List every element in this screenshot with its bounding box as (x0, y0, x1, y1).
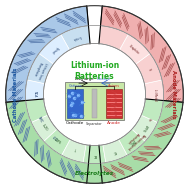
Wedge shape (119, 34, 150, 64)
Wedge shape (39, 34, 70, 64)
Text: IL: IL (73, 149, 77, 154)
Text: Cations: Cations (68, 84, 82, 88)
Wedge shape (27, 53, 53, 84)
Wedge shape (44, 129, 70, 155)
Wedge shape (39, 125, 70, 155)
Text: LGPS: LGPS (53, 138, 62, 146)
Bar (65, 82, 124, 120)
Text: LLZO: LLZO (41, 123, 48, 132)
Text: Anions: Anions (108, 84, 120, 88)
Text: NMC: NMC (37, 115, 43, 123)
Text: Si: Si (147, 68, 152, 72)
Text: Sn: Sn (147, 117, 152, 122)
Text: Charge: Charge (97, 77, 111, 81)
Wedge shape (144, 80, 163, 109)
Wedge shape (99, 139, 128, 163)
Text: Separator: Separator (86, 122, 103, 126)
Text: Lithium Iron
Phosphate: Lithium Iron Phosphate (32, 60, 47, 80)
Wedge shape (103, 139, 127, 163)
Wedge shape (136, 53, 162, 84)
Text: Anode Materials: Anode Materials (171, 70, 176, 119)
Wedge shape (83, 145, 106, 163)
Text: LiPF6: LiPF6 (141, 123, 149, 132)
Bar (92, 89, 97, 118)
Text: DMC: DMC (127, 138, 135, 146)
Text: EC: EC (93, 153, 96, 156)
Wedge shape (26, 80, 45, 109)
Wedge shape (61, 26, 90, 50)
Wedge shape (26, 99, 48, 122)
Wedge shape (141, 99, 163, 122)
Text: Nanostructured
Aluminum: Nanostructured Aluminum (123, 129, 146, 150)
Text: Li Metal: Li Metal (153, 89, 156, 100)
Bar (67, 89, 83, 118)
Wedge shape (136, 105, 162, 136)
Text: Li-rich: Li-rich (72, 34, 82, 40)
Text: Cathode Materials: Cathode Materials (13, 67, 18, 122)
Text: Graphite: Graphite (128, 44, 140, 55)
Wedge shape (101, 6, 183, 183)
Wedge shape (119, 129, 145, 155)
Text: PC: PC (112, 149, 116, 154)
Wedge shape (99, 26, 128, 50)
Wedge shape (119, 125, 150, 155)
Text: LCO: LCO (51, 136, 58, 143)
Wedge shape (132, 115, 158, 141)
Text: Spinel: Spinel (50, 45, 60, 54)
Text: Lithium-ion
Batteries: Lithium-ion Batteries (70, 61, 119, 81)
Wedge shape (6, 101, 183, 183)
Wedge shape (31, 115, 57, 141)
Text: Discharge: Discharge (75, 77, 94, 81)
Text: Electrolytes: Electrolytes (75, 171, 114, 176)
Text: Cathode: Cathode (66, 121, 84, 125)
Text: Anode: Anode (107, 121, 121, 125)
Wedge shape (6, 6, 88, 183)
Bar (106, 89, 122, 118)
Text: NCA: NCA (33, 91, 36, 98)
Wedge shape (27, 105, 53, 136)
Wedge shape (61, 139, 90, 163)
Wedge shape (62, 139, 86, 163)
Circle shape (43, 43, 146, 146)
